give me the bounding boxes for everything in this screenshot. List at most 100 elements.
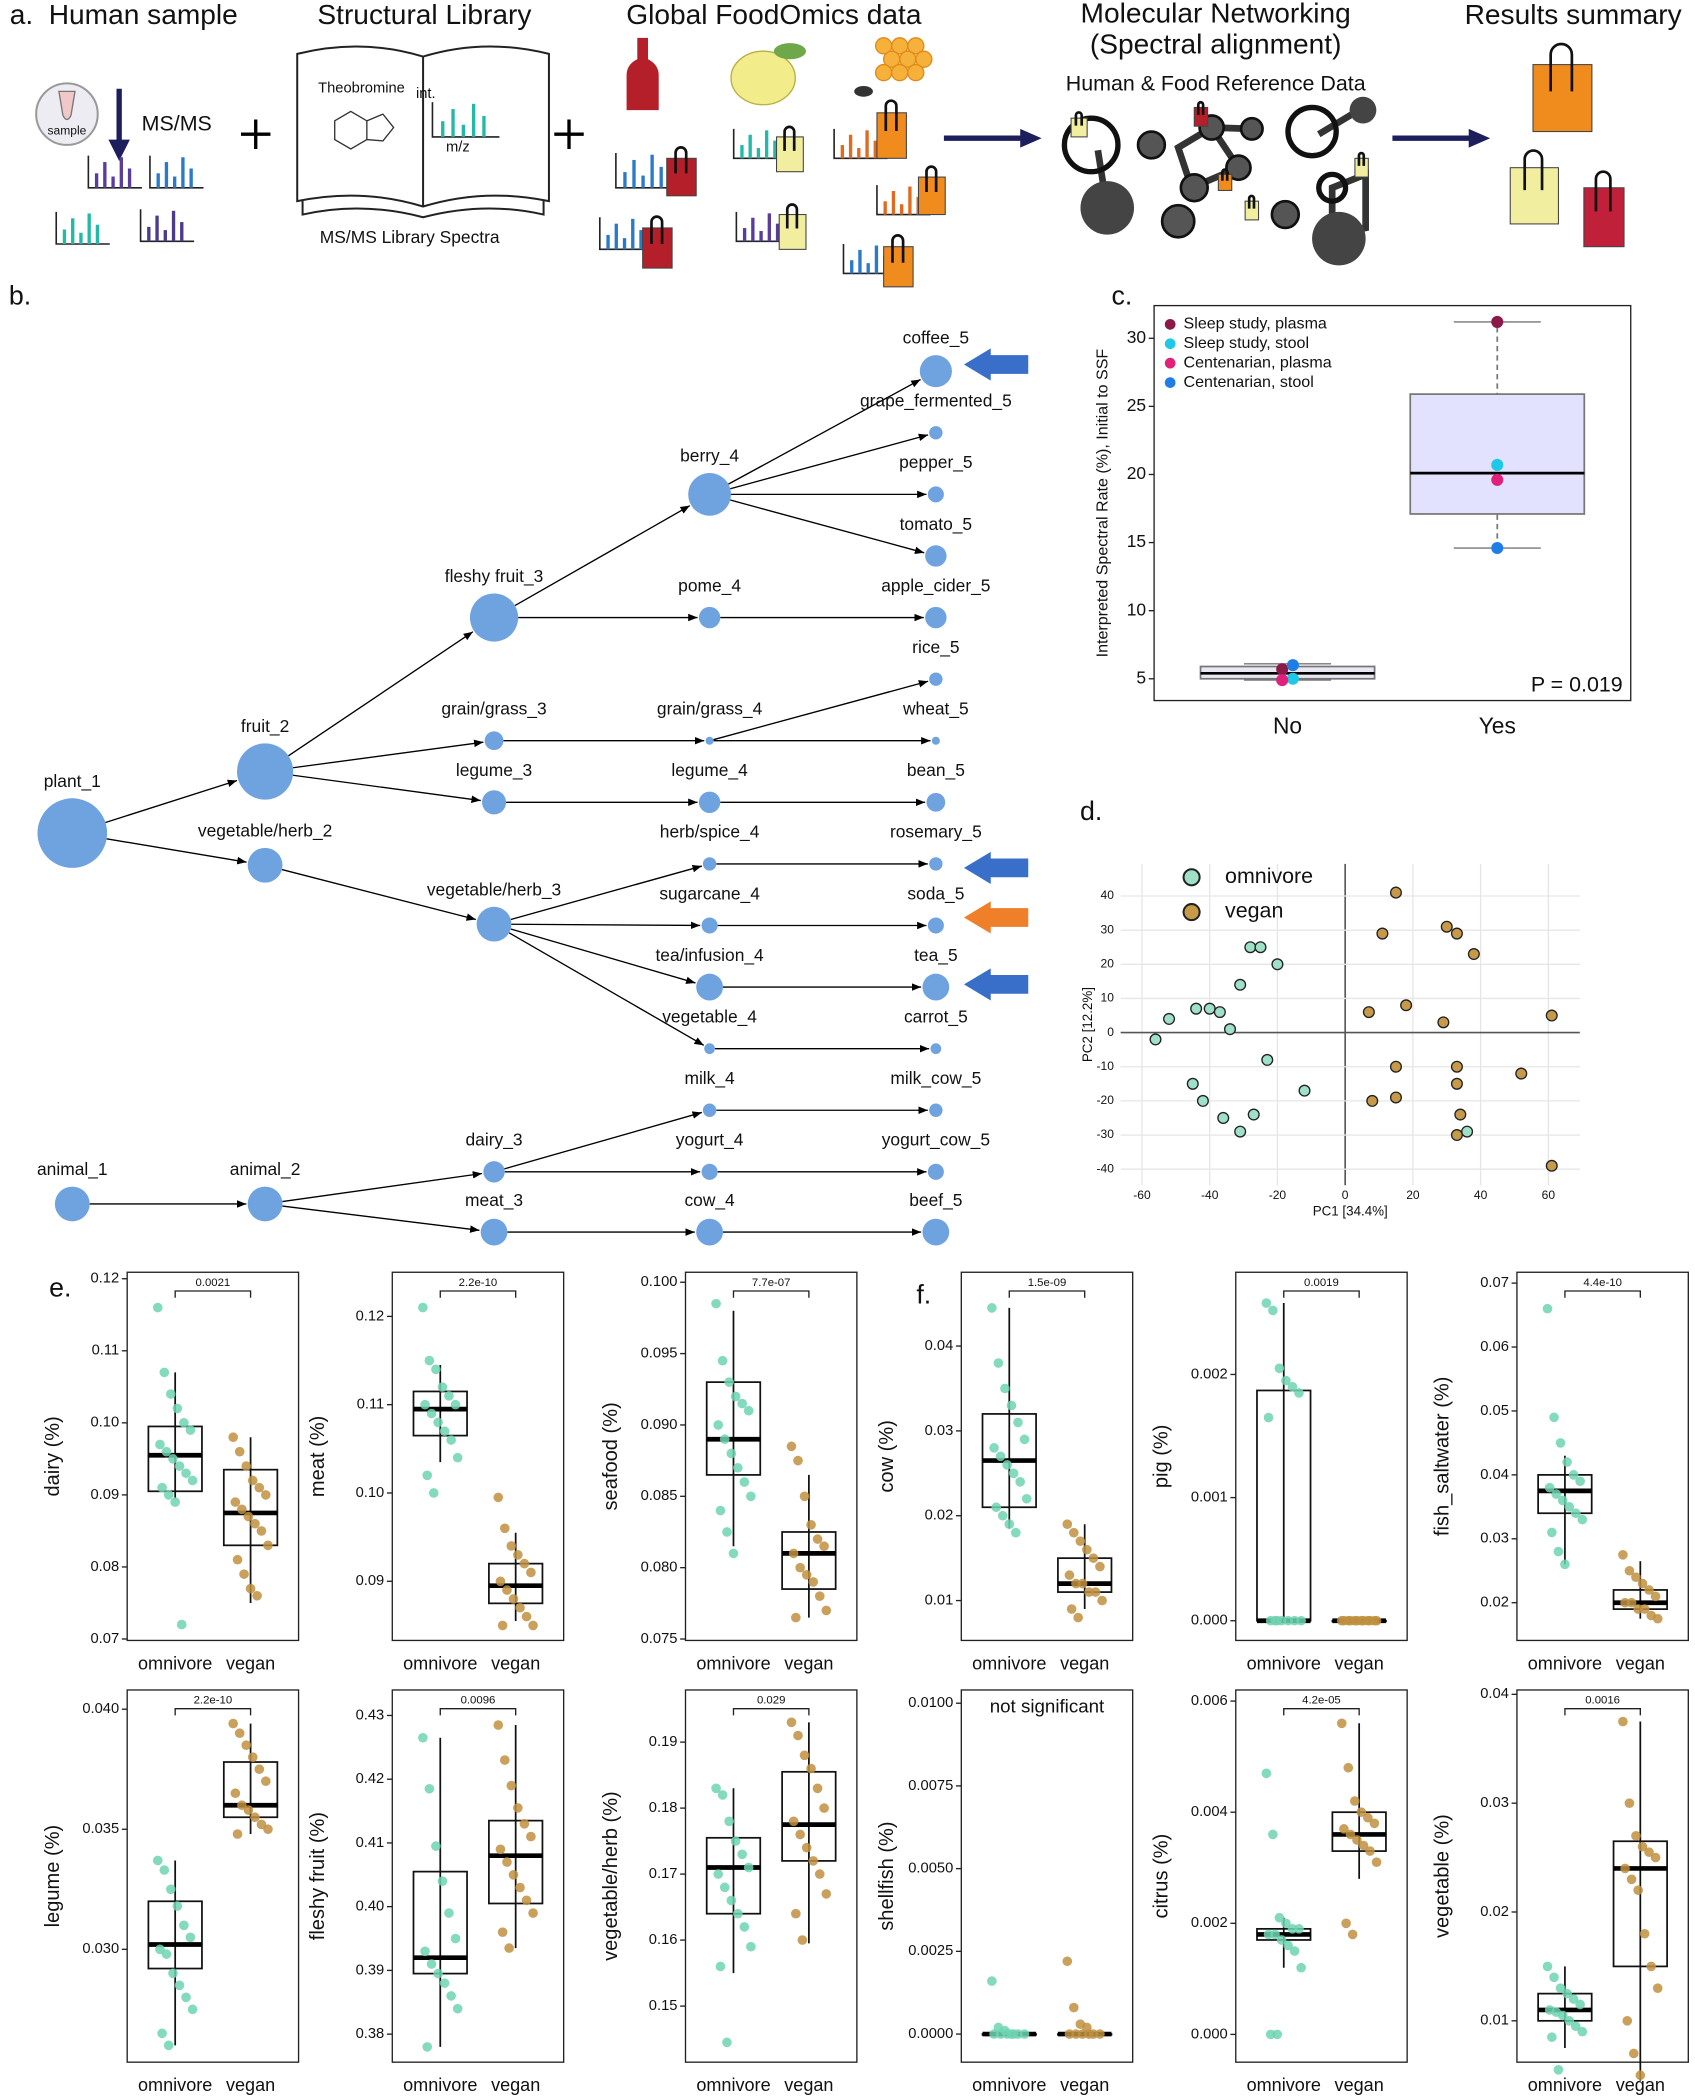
data-point (185, 1932, 196, 1943)
significance-bracket (1283, 1708, 1360, 1716)
data-point (1343, 1762, 1354, 1773)
data-point (719, 1882, 730, 1893)
tree-node (922, 973, 950, 1001)
data-point (254, 1764, 265, 1775)
data-point (1389, 1091, 1402, 1104)
x-tick-label: vegan (1616, 1653, 1665, 1673)
data-point (1163, 1012, 1176, 1025)
y-tick-label: 0.43 (356, 1707, 385, 1723)
x-tick-label: omnivore (972, 1653, 1046, 1673)
data-point (1557, 2010, 1568, 2021)
data-point (711, 1783, 721, 1794)
y-tick-label: 0.08 (91, 1559, 120, 1575)
plot-frame (1516, 1271, 1689, 1642)
data-point (230, 1788, 241, 1799)
y-axis-label: vegetable/herb (%) (600, 1791, 622, 1961)
x-tick-label: omnivore (138, 1653, 212, 1673)
food-tag (883, 246, 914, 288)
network-node (1136, 130, 1167, 160)
y-tick-label: 0.090 (641, 1417, 678, 1433)
data-point (814, 1869, 825, 1879)
plot-frame (126, 1689, 300, 2063)
tree-node (480, 1218, 508, 1246)
tree-node (698, 606, 721, 629)
legend-label: vegan (1225, 899, 1283, 923)
data-point (1064, 1570, 1075, 1580)
y-tick-label: 0.01 (925, 1592, 954, 1608)
node-label: soda_5 (907, 883, 964, 903)
spectrum-axis (732, 128, 788, 160)
spectrum-axis (149, 155, 204, 189)
data-point (243, 1805, 254, 1815)
data-point (450, 1399, 461, 1410)
data-point (228, 1432, 238, 1443)
plot-frame (1516, 1689, 1689, 2063)
data-point (247, 1752, 258, 1763)
data-point (1633, 1885, 1643, 1896)
data-point (519, 1818, 530, 1829)
data-point (521, 1895, 532, 1906)
data-point (426, 1408, 437, 1419)
y-tick-label: 10 (1127, 599, 1146, 619)
node-label: vegetable_4 (662, 1006, 757, 1026)
y-tick-label: 25 (1127, 395, 1146, 415)
data-point (1286, 672, 1299, 685)
step-title: Human sample (49, 0, 238, 30)
tree-node (484, 731, 504, 751)
node-label: fleshy fruit_3 (445, 566, 544, 586)
data-point (1491, 315, 1504, 328)
y-axis-label: seafood (%) (600, 1402, 622, 1510)
data-point (1283, 1940, 1293, 1951)
y-tick-label: 0.16 (649, 1932, 678, 1948)
data-point (1274, 1363, 1285, 1374)
data-point (444, 1391, 454, 1401)
food-tag (1509, 167, 1559, 225)
tree-edge (510, 928, 696, 984)
food-tag (666, 157, 697, 197)
legend-marker (1182, 903, 1201, 922)
significance-bracket (1008, 1290, 1086, 1298)
data-point (808, 1856, 819, 1866)
data-point (726, 1895, 737, 1906)
data-point (495, 1576, 506, 1587)
data-point (526, 1567, 536, 1578)
data-point (739, 1477, 750, 1487)
arrow-down-head (108, 139, 130, 161)
msms-label: MS/MS (142, 112, 212, 136)
data-point (159, 1367, 170, 1378)
data-point (1652, 1983, 1663, 1993)
y-tick-label: 0.006 (1191, 1693, 1228, 1709)
data-point (1271, 958, 1284, 971)
step-title: Global FoodOmics data (626, 0, 922, 30)
tree-node (688, 472, 732, 516)
y-tick-label: 0.10 (356, 1485, 385, 1501)
data-point (260, 1490, 271, 1500)
data-point (1544, 1482, 1555, 1493)
data-point (989, 1443, 999, 1453)
data-point (1010, 1527, 1021, 1538)
data-point (422, 2042, 433, 2052)
tree-node (922, 1218, 950, 1246)
network-node (1316, 171, 1349, 204)
data-point (1008, 1468, 1019, 1479)
data-point (420, 1399, 430, 1410)
tree-node (925, 606, 947, 629)
data-point (424, 1355, 435, 1366)
data-point (1274, 1912, 1285, 1923)
data-point (1095, 1561, 1105, 1572)
data-point (1545, 1009, 1558, 1022)
plus-sign (554, 119, 584, 149)
tree-node (696, 973, 723, 1001)
tree-node (701, 917, 718, 934)
node-label: pome_4 (678, 575, 741, 595)
y-tick-label: 0.03 (1480, 1531, 1509, 1547)
panel-label: f. (916, 1279, 931, 1309)
data-point (1454, 1108, 1467, 1121)
data-point (1077, 1578, 1088, 1589)
axis-label: m/z (446, 139, 470, 155)
y-tick-label: 0.15 (649, 1998, 678, 2014)
node-label: animal_2 (230, 1159, 301, 1179)
data-point (1363, 1812, 1373, 1823)
y-tick-label: 0.06 (1480, 1339, 1509, 1355)
data-point (808, 1577, 819, 1587)
